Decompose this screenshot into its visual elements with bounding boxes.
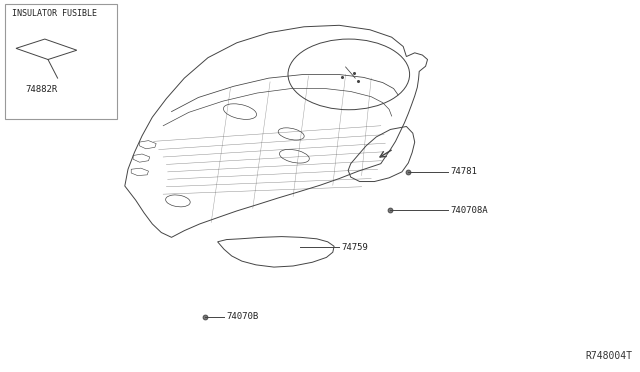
Text: 74882R: 74882R: [26, 85, 58, 94]
Text: 740708A: 740708A: [450, 206, 488, 215]
FancyBboxPatch shape: [5, 4, 117, 119]
Text: 74781: 74781: [450, 167, 477, 176]
Text: INSULATOR FUSIBLE: INSULATOR FUSIBLE: [12, 9, 97, 17]
Text: R748004T: R748004T: [586, 352, 632, 361]
Text: 74759: 74759: [341, 243, 368, 252]
Text: 74070B: 74070B: [226, 312, 258, 321]
